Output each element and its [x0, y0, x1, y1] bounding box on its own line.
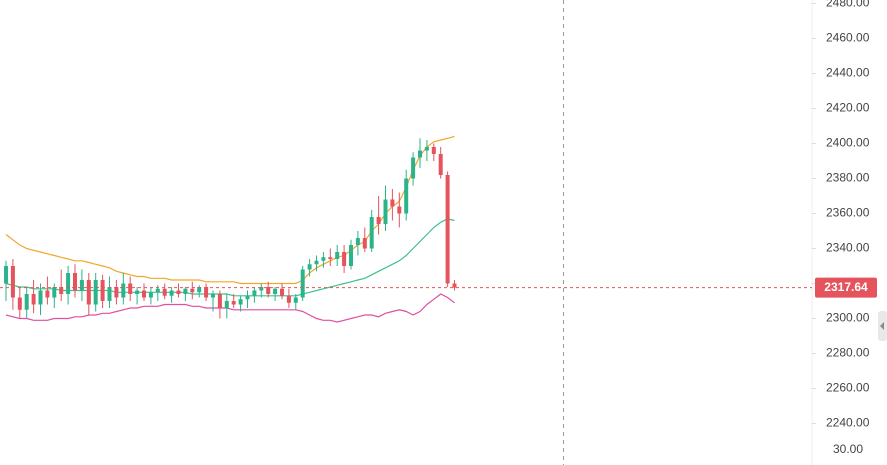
candle-body: [73, 273, 77, 291]
last-price-label: 2317.64: [824, 280, 868, 294]
candle-body: [86, 280, 91, 305]
last-price-box: [815, 277, 877, 298]
candle-body: [93, 280, 98, 305]
candle-body: [38, 290, 43, 305]
y-tick-label: 2380.00: [826, 171, 870, 185]
candle-body: [231, 301, 236, 305]
candle-body: [314, 260, 319, 265]
candle-body: [293, 297, 298, 303]
y-tick-label: 2420.00: [826, 101, 870, 115]
candle-body: [424, 147, 429, 151]
candle-body: [307, 264, 312, 270]
candle-body: [190, 288, 195, 293]
candle-body: [252, 290, 257, 296]
candle-body: [45, 290, 50, 298]
candle-body: [128, 283, 133, 294]
candle-body: [404, 178, 409, 214]
candle-body: [376, 217, 381, 224]
candle-body: [286, 295, 291, 303]
candle-body: [197, 287, 202, 293]
candle-body: [135, 290, 140, 294]
candle-body: [24, 294, 29, 310]
candle-body: [328, 257, 333, 259]
candle-body: [266, 287, 271, 294]
candle-body: [431, 147, 436, 154]
candle-body: [148, 292, 153, 298]
candle-body: [211, 294, 215, 298]
candle-body: [224, 301, 229, 308]
candle-body: [280, 288, 284, 296]
candle-body: [17, 297, 22, 310]
candle-body: [66, 273, 71, 294]
scroll-arrow: [880, 322, 884, 330]
candle-body: [59, 287, 64, 294]
y-tick-label: 2360.00: [826, 206, 870, 220]
candle-body: [273, 288, 278, 294]
candle-body: [321, 257, 326, 261]
candle-body: [438, 154, 443, 175]
candle-body: [397, 206, 402, 214]
candle-body: [4, 266, 8, 284]
candle-body: [121, 283, 126, 298]
candle-body: [383, 199, 388, 224]
candle-body: [369, 217, 374, 249]
candle-body: [100, 280, 105, 301]
candle-body: [31, 294, 36, 305]
candle-body: [176, 290, 181, 294]
candle-body: [155, 288, 160, 293]
candle-body: [238, 299, 243, 305]
volume-axis-label: 30.00: [833, 442, 863, 456]
y-tick-label: 2440.00: [826, 66, 870, 80]
candle-body: [349, 245, 353, 266]
candle-body: [79, 280, 84, 291]
candle-body: [335, 252, 340, 259]
candle-body: [445, 175, 450, 284]
candle-body: [10, 266, 15, 298]
candle-body: [418, 150, 422, 158]
y-tick-label: 2460.00: [826, 31, 870, 45]
candle-body: [245, 295, 250, 300]
y-tick-label: 2480.00: [826, 0, 870, 10]
candle-body: [362, 238, 367, 249]
candle-body: [114, 287, 119, 298]
candle-body: [217, 294, 222, 308]
candle-body: [452, 283, 457, 288]
candle-body: [142, 290, 146, 298]
candle-body: [183, 288, 188, 294]
candle-body: [107, 287, 112, 301]
y-tick-label: 2340.00: [826, 241, 870, 255]
band-line: [5, 293, 455, 323]
candle-body: [300, 269, 305, 298]
candle-body: [52, 287, 57, 298]
candle-body: [162, 288, 167, 296]
candle-body: [411, 157, 416, 179]
y-tick-label: 2240.00: [826, 416, 870, 430]
y-tick-label: 2260.00: [826, 381, 870, 395]
candle-body: [169, 290, 174, 296]
candle-body: [390, 199, 395, 207]
candle-body: [342, 252, 347, 266]
y-tick-label: 2280.00: [826, 346, 870, 360]
candle-body: [204, 287, 209, 298]
candle-body: [259, 287, 264, 291]
candle-body: [355, 238, 360, 245]
y-tick-label: 2400.00: [826, 136, 870, 150]
y-tick-label: 2300.00: [826, 311, 870, 325]
